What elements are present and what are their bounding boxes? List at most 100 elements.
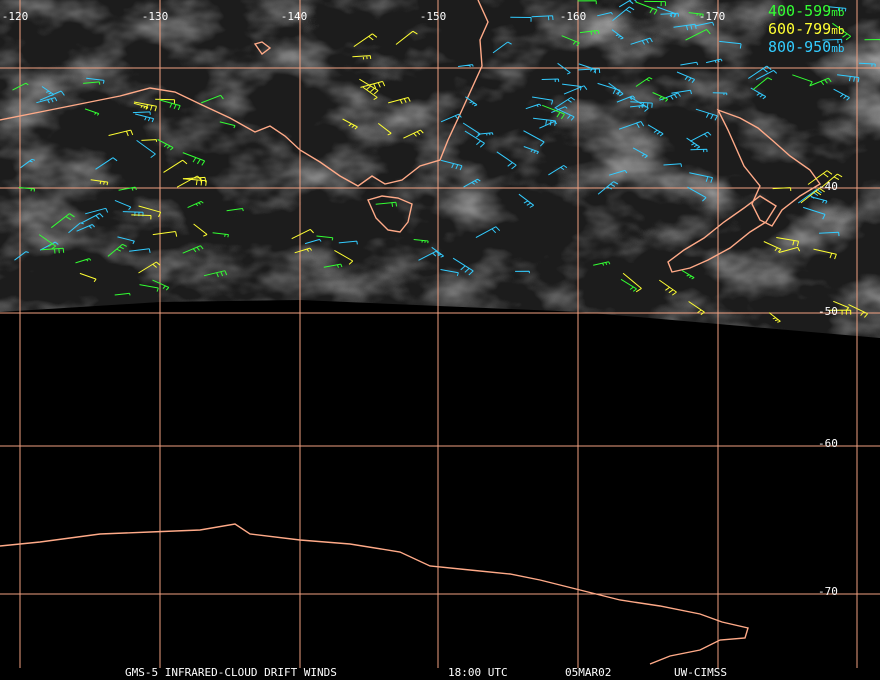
wind-barb (39, 241, 59, 251)
wind-barb (138, 261, 161, 274)
wind-barb (418, 250, 440, 261)
wind-barb (659, 92, 681, 101)
longitude-label: -140 (281, 10, 308, 23)
wind-barb (219, 121, 236, 129)
wind-barb (533, 117, 557, 126)
legend-entry: 600-799mb (768, 20, 844, 38)
wind-barb (304, 238, 322, 245)
wind-barb (182, 152, 206, 166)
longitude-label: -130 (142, 10, 169, 23)
wind-barb (463, 178, 481, 188)
longitude-label: -160 (560, 10, 587, 23)
legend-entry: 400-599mb (768, 2, 844, 20)
wind-barb (555, 107, 575, 121)
wind-barb (212, 232, 229, 238)
wind-barb (403, 129, 424, 139)
wind-barb (616, 95, 636, 103)
wind-barb (152, 231, 178, 237)
wind-barb (133, 101, 157, 112)
wind-barb (864, 39, 880, 44)
wind-barb (75, 258, 92, 264)
wind-barb (686, 137, 701, 149)
antarctica-coast (0, 523, 749, 665)
wind-barb (362, 86, 378, 101)
wind-barb (155, 98, 176, 104)
wind-barb (778, 246, 801, 253)
wind-barb (342, 118, 358, 130)
wind-barb (395, 30, 418, 45)
wind-barb (388, 97, 411, 104)
wind-barb (141, 139, 158, 142)
wind-barb (163, 159, 188, 173)
wind-barb (618, 0, 637, 8)
wind-barb (523, 146, 539, 155)
wind-barb (375, 201, 398, 207)
wind-barb (561, 35, 580, 47)
wind-barb (50, 213, 75, 229)
wind-barb (800, 187, 825, 204)
wind-barb (688, 12, 704, 17)
wind-barb (622, 272, 642, 293)
wind-barb (440, 159, 463, 171)
wind-barb (12, 82, 29, 91)
wind-barb (85, 207, 109, 215)
wind-barb (705, 58, 723, 64)
wind-barb (203, 270, 228, 278)
legend-range: 800-950 (768, 38, 831, 56)
wind-barb (525, 103, 542, 110)
wind-barb (129, 248, 151, 253)
australia-coast (0, 0, 489, 187)
wind-barb (201, 94, 224, 104)
wind-barb (316, 235, 334, 241)
wind-barb (752, 77, 773, 90)
wind-barb (597, 181, 619, 195)
wind-barb (108, 129, 134, 137)
nz-south-island (667, 195, 777, 273)
latitude-label: -60 (818, 437, 838, 450)
wind-barb (84, 108, 100, 116)
wind-barb (578, 63, 597, 73)
wind-barb (563, 85, 588, 95)
wind-barb (95, 157, 118, 170)
wind-barb (630, 101, 653, 108)
wind-barb (680, 61, 699, 66)
wind-barb (833, 300, 850, 311)
wind-barb (768, 312, 781, 323)
grid-labels: -120 -130 -140 -150 -160 -170 -40 -50 -6… (2, 10, 838, 598)
wind-barb (41, 86, 55, 97)
wind-barb (557, 62, 571, 75)
wind-barb (579, 29, 600, 35)
wind-barb (792, 74, 813, 86)
wind-barb (689, 172, 713, 183)
wind-barb (611, 29, 624, 40)
wind-barb (644, 0, 666, 7)
wind-barb (353, 33, 378, 48)
wind-barb (193, 223, 208, 237)
wind-barb (659, 279, 677, 296)
wind-barb (813, 248, 837, 260)
wind-barb (152, 279, 170, 291)
wind-barb (652, 92, 669, 102)
wind-barb (673, 23, 697, 31)
tasmania-coast (367, 195, 413, 233)
footer-source: UW-CIMSS (674, 666, 727, 679)
wind-barb (620, 278, 637, 292)
wind-barb (334, 249, 354, 265)
wind-barb (750, 87, 767, 100)
wind-barb (809, 77, 832, 87)
wind-barb (748, 65, 772, 79)
latitude-label: -70 (818, 585, 838, 598)
wind-barb (690, 148, 708, 153)
wind-barb (462, 122, 481, 138)
wind-barb (431, 246, 444, 258)
wind-barb (632, 147, 648, 159)
wind-barb (523, 130, 545, 147)
legend-unit: mb (831, 42, 844, 55)
wind-barb (294, 247, 313, 254)
wind-barb (518, 193, 534, 208)
wind-barb (663, 163, 682, 167)
wind-barb (139, 284, 159, 292)
wind-barb (291, 228, 314, 240)
legend-range: 400-599 (768, 2, 831, 20)
